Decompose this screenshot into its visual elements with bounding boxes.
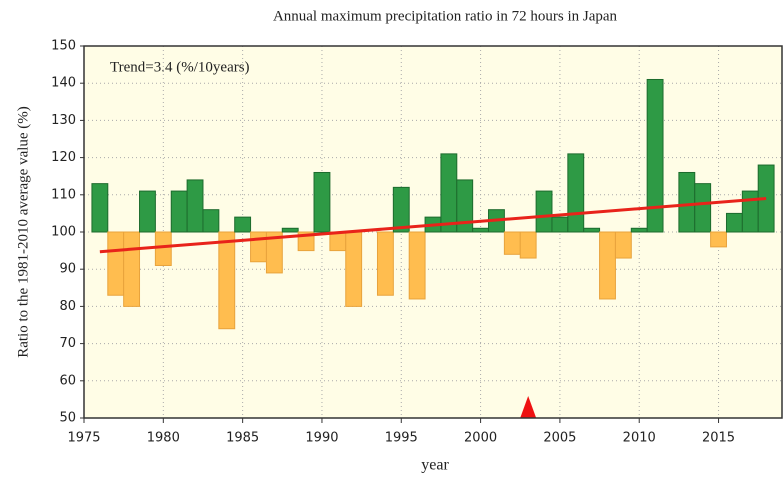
y-tick-label: 140 <box>51 76 76 91</box>
bar <box>535 190 553 233</box>
x-tick-label: 1995 <box>385 431 418 446</box>
bar <box>345 231 363 307</box>
bar <box>265 231 283 274</box>
bar <box>710 231 727 248</box>
bar <box>281 227 299 233</box>
bar <box>234 216 252 233</box>
bar <box>313 171 331 233</box>
bar <box>551 216 569 233</box>
chart-title: Annual maximum precipitation ratio in 72… <box>273 8 618 24</box>
bar <box>456 179 474 233</box>
y-tick-label: 100 <box>51 225 76 240</box>
x-tick-label: 1980 <box>147 431 180 446</box>
bar <box>472 227 490 233</box>
plot-frame <box>83 45 783 419</box>
bar <box>91 183 109 233</box>
bar <box>583 227 601 233</box>
bar <box>139 190 156 233</box>
x-tick-label: 2005 <box>543 431 576 446</box>
bar <box>741 190 759 233</box>
bar <box>630 227 648 233</box>
trend-annotation: Trend=3.4 (%/10years) <box>110 59 250 75</box>
x-tick-label: 2010 <box>623 431 656 446</box>
bar <box>123 231 141 307</box>
bar <box>599 231 616 300</box>
x-tick-label: 2015 <box>702 431 735 446</box>
y-tick-label: 80 <box>59 299 76 314</box>
bar <box>646 78 664 233</box>
y-tick-label: 60 <box>59 373 76 388</box>
bar <box>567 153 585 233</box>
bar <box>694 183 712 233</box>
bar <box>614 231 632 259</box>
x-tick-label: 2000 <box>464 431 497 446</box>
bar <box>107 231 125 296</box>
bar <box>218 231 236 330</box>
y-tick-label: 90 <box>59 262 76 277</box>
bar <box>170 190 188 233</box>
bar <box>519 231 537 259</box>
bar <box>408 231 426 300</box>
bar <box>329 231 347 252</box>
bar <box>392 186 410 233</box>
bar <box>725 212 743 233</box>
x-axis-label: year <box>421 457 449 474</box>
bar <box>250 231 267 263</box>
bar <box>376 231 394 296</box>
trend-line <box>99 197 767 254</box>
y-tick-label: 120 <box>51 150 76 165</box>
x-tick-label: 1990 <box>305 431 338 446</box>
bar <box>503 231 521 255</box>
y-tick-label: 110 <box>51 187 76 202</box>
y-tick-label: 70 <box>59 336 76 351</box>
y-tick-label: 50 <box>59 411 76 426</box>
bar <box>154 231 172 266</box>
bar <box>186 179 204 233</box>
y-tick-label: 150 <box>51 39 76 54</box>
bar <box>440 153 458 233</box>
bar <box>202 209 220 233</box>
x-tick-label: 1975 <box>67 431 100 446</box>
bar <box>678 171 696 233</box>
marker <box>520 396 537 418</box>
x-tick-label: 1985 <box>226 431 259 446</box>
y-axis-label: Ratio to the 1981-2010 average value (%) <box>15 106 31 358</box>
y-tick-label: 130 <box>51 113 76 128</box>
